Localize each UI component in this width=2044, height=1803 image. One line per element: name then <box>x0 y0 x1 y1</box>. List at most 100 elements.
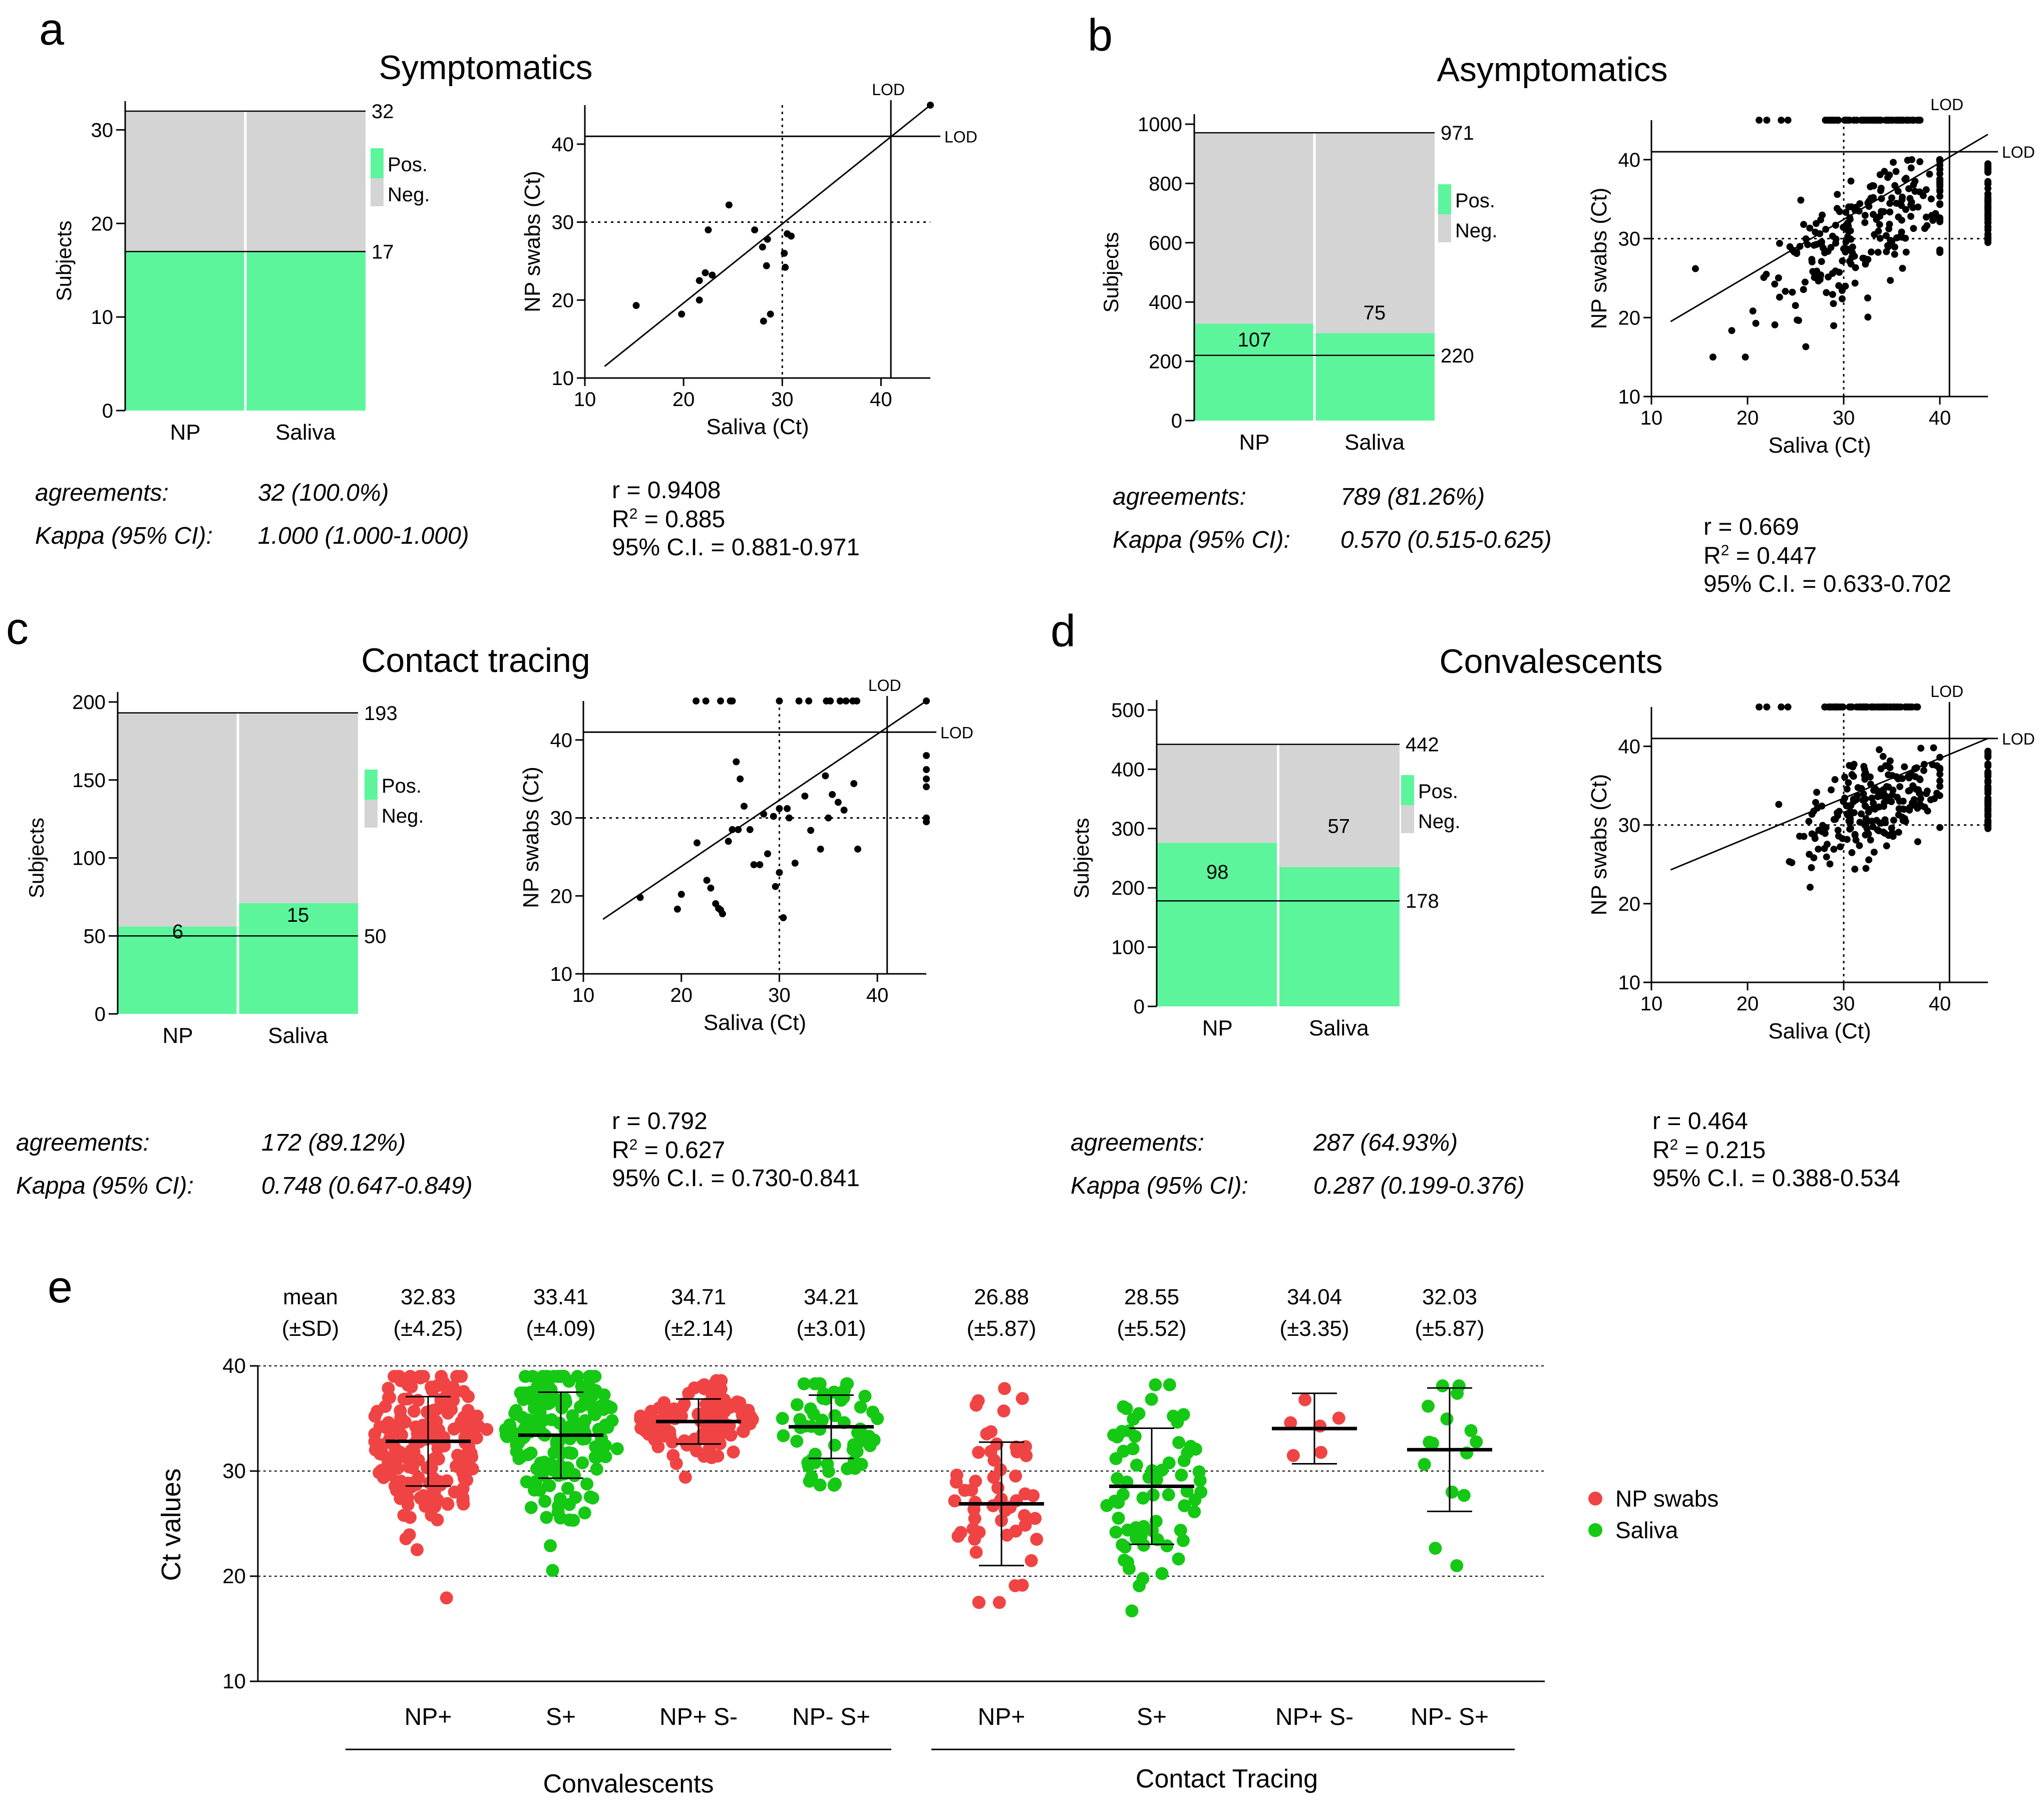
data-point <box>678 310 686 318</box>
data-point <box>1859 797 1867 804</box>
data-point <box>1008 1579 1022 1592</box>
data-point <box>1808 258 1816 266</box>
data-point <box>712 1401 726 1414</box>
data-point <box>427 1403 440 1417</box>
data-point <box>834 799 842 806</box>
data-point <box>1813 789 1821 796</box>
data-point <box>425 1461 438 1474</box>
data-point <box>1936 156 1943 163</box>
confidence-interval: 95% C.I. = 0.633-0.702 <box>1704 571 1951 598</box>
mean-header: mean <box>283 1285 338 1309</box>
category-label: NP <box>1202 1016 1233 1040</box>
data-point <box>1861 802 1869 810</box>
data-point <box>427 1484 440 1497</box>
data-point <box>1823 841 1831 848</box>
data-point <box>583 1383 596 1396</box>
data-point <box>1850 773 1857 780</box>
data-point <box>402 1477 415 1490</box>
data-point <box>561 1461 575 1475</box>
data-point <box>1936 824 1943 831</box>
data-point <box>987 1454 1001 1467</box>
data-point <box>558 1423 572 1436</box>
category-label: NP <box>1239 430 1269 455</box>
data-point <box>554 1511 567 1525</box>
data-point <box>527 1401 541 1415</box>
y-tick-label: 20 <box>550 885 573 907</box>
data-point <box>817 845 824 853</box>
data-point <box>1130 1459 1143 1472</box>
data-point <box>701 1447 715 1460</box>
data-point <box>1874 117 1882 124</box>
data-point <box>1844 245 1851 253</box>
data-point <box>552 1469 565 1482</box>
data-point <box>419 1500 432 1513</box>
data-point <box>923 752 930 759</box>
data-point <box>1908 198 1915 206</box>
data-point <box>1839 257 1846 265</box>
data-point <box>1919 192 1927 199</box>
data-point <box>1457 1489 1471 1502</box>
data-point <box>1899 817 1907 824</box>
data-point <box>1117 1400 1130 1413</box>
data-point <box>407 1404 421 1418</box>
data-point <box>1808 811 1816 818</box>
data-point <box>1865 197 1873 205</box>
data-point <box>1984 169 1991 176</box>
agreements-label: agreements: <box>16 1130 150 1156</box>
data-point <box>1894 188 1902 195</box>
data-point <box>740 803 748 810</box>
data-point <box>763 262 770 269</box>
x-tick-label: 30 <box>1833 407 1855 429</box>
data-point <box>780 914 787 921</box>
data-point <box>1808 864 1815 871</box>
data-point <box>711 1390 725 1404</box>
data-point <box>1112 1512 1125 1525</box>
data-point <box>1841 117 1849 124</box>
data-point <box>828 1477 842 1491</box>
data-point <box>993 1463 1007 1477</box>
legend-swatch-neg <box>1401 805 1414 833</box>
data-point <box>1936 783 1943 790</box>
data-point <box>790 1434 804 1448</box>
data-point <box>1910 225 1917 232</box>
data-point <box>1313 1419 1327 1433</box>
legend-label-neg: Neg. <box>388 184 430 206</box>
scatter-b-scatter: 10 20 30 40 10 20 30 40 Saliva (Ct) NP swabs (Ct)… <box>1587 96 2035 458</box>
data-point <box>515 1450 528 1464</box>
data-point <box>802 1460 815 1473</box>
data-point <box>1920 761 1928 768</box>
data-point <box>1984 190 1991 197</box>
data-point <box>1856 200 1864 207</box>
data-point <box>1450 1559 1464 1572</box>
column-scatter-e: 10 20 30 40 Ct values mean (±SD) 32.83 (±4.25) NP… <box>156 1285 1719 1798</box>
bar-chart-b: Asymptomatics 971 220 107 75 0 200 400 600 800 100… <box>1099 51 1668 455</box>
data-point <box>1436 1379 1449 1392</box>
data-point <box>1886 200 1894 207</box>
y-tick-label: 300 <box>1111 818 1145 840</box>
lod-label: LOD <box>1930 96 1963 114</box>
data-point <box>969 1546 983 1559</box>
data-point <box>1819 822 1826 829</box>
legend-swatch-neg <box>365 800 378 828</box>
y-tick-label: 400 <box>1149 291 1182 313</box>
data-point <box>1936 777 1943 785</box>
data-point <box>801 792 809 800</box>
data-point <box>1192 1465 1206 1479</box>
data-point <box>1776 293 1783 301</box>
data-point <box>1025 1554 1038 1567</box>
data-point <box>1862 703 1869 710</box>
data-point <box>1870 703 1878 710</box>
data-point <box>972 1526 986 1539</box>
data-point <box>790 1398 804 1411</box>
data-point <box>1109 1526 1123 1539</box>
data-point <box>471 1409 484 1423</box>
data-point <box>1930 744 1937 752</box>
data-point <box>710 1374 723 1387</box>
data-point <box>1924 807 1931 815</box>
data-point <box>733 758 740 766</box>
data-point <box>1123 1424 1136 1437</box>
data-point <box>450 1370 464 1383</box>
data-point <box>1887 277 1894 284</box>
data-point <box>562 1498 576 1511</box>
agreements-value: 172 (89.12%) <box>261 1130 406 1156</box>
